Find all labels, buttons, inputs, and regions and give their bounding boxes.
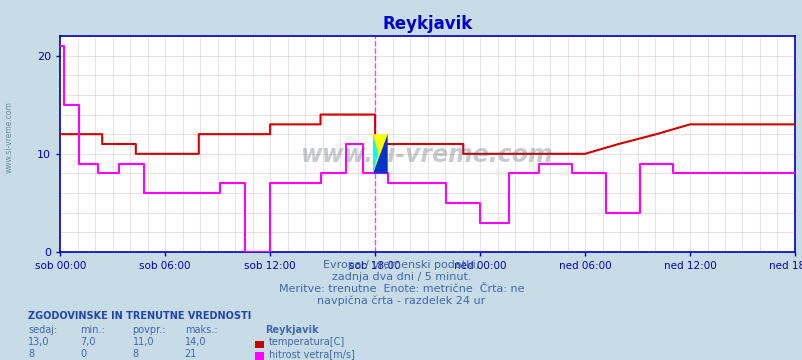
Text: maks.:: maks.: xyxy=(184,325,217,335)
Text: www.si-vreme.com: www.si-vreme.com xyxy=(5,101,14,173)
Text: 21: 21 xyxy=(184,349,196,359)
Title: Reykjavik: Reykjavik xyxy=(382,15,472,33)
Text: Reykjavik: Reykjavik xyxy=(265,325,318,335)
Text: www.si-vreme.com: www.si-vreme.com xyxy=(301,143,553,167)
Text: ZGODOVINSKE IN TRENUTNE VREDNOSTI: ZGODOVINSKE IN TRENUTNE VREDNOSTI xyxy=(28,311,251,321)
Text: 13,0: 13,0 xyxy=(28,337,50,347)
Text: temperatura[C]: temperatura[C] xyxy=(269,337,345,347)
Polygon shape xyxy=(373,134,387,174)
Text: Meritve: trenutne  Enote: metrične  Črta: ne: Meritve: trenutne Enote: metrične Črta: … xyxy=(278,284,524,294)
Text: 8: 8 xyxy=(28,349,34,359)
Text: navpična črta - razdelek 24 ur: navpična črta - razdelek 24 ur xyxy=(317,296,485,306)
Polygon shape xyxy=(373,134,387,174)
Text: zadnja dva dni / 5 minut.: zadnja dva dni / 5 minut. xyxy=(331,272,471,282)
Text: sedaj:: sedaj: xyxy=(28,325,57,335)
Text: povpr.:: povpr.: xyxy=(132,325,166,335)
Text: 14,0: 14,0 xyxy=(184,337,206,347)
Text: hitrost vetra[m/s]: hitrost vetra[m/s] xyxy=(269,349,354,359)
Text: 11,0: 11,0 xyxy=(132,337,154,347)
Text: 0: 0 xyxy=(80,349,87,359)
Text: 7,0: 7,0 xyxy=(80,337,95,347)
Text: min.:: min.: xyxy=(80,325,105,335)
Polygon shape xyxy=(373,134,378,174)
Text: 8: 8 xyxy=(132,349,139,359)
Text: Evropa / vremenski podatki,: Evropa / vremenski podatki, xyxy=(323,260,479,270)
